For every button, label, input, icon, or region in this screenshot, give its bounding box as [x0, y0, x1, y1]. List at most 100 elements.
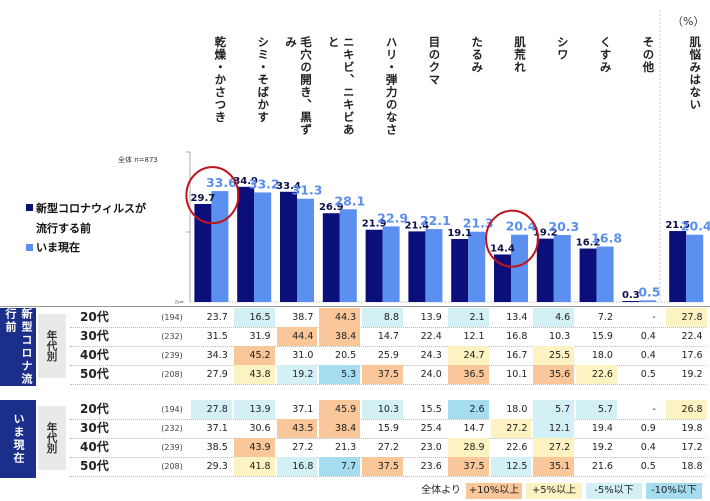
- table-cell: 35.1: [533, 457, 575, 476]
- data-label-now: 16.8: [591, 231, 622, 246]
- bar-before: [280, 191, 297, 302]
- table-cell: 27.2: [377, 442, 399, 453]
- table-cell: 27.9: [206, 369, 228, 380]
- table-cell: 0.4: [640, 442, 656, 453]
- table-cell: 35.6: [533, 365, 575, 384]
- bar-before: [237, 186, 255, 302]
- category-label: くすみ: [598, 36, 613, 74]
- table-cell: 18.0: [506, 404, 528, 415]
- data-label-before: 21.4: [405, 220, 430, 231]
- table-cell: 31.5: [206, 331, 228, 342]
- table-cell: 13.9: [233, 400, 275, 419]
- shading-legend-item: -10%以下: [646, 483, 702, 499]
- sample-size: (208): [161, 370, 183, 379]
- data-label-before: 33.4: [276, 181, 301, 192]
- table-cell: 38.7: [292, 312, 314, 323]
- table-cell: 17.6: [681, 350, 703, 361]
- table-cell: 25.4: [420, 423, 442, 434]
- category-label: その他: [641, 36, 656, 74]
- table-cell: 36.5: [447, 365, 489, 384]
- table-cell: 23.0: [420, 442, 442, 453]
- bar-before: [322, 213, 340, 302]
- data-label-before: 29.7: [191, 193, 216, 204]
- table-cell: 0.4: [640, 350, 656, 361]
- bar-now: [511, 234, 528, 302]
- table-cell: 19.4: [591, 423, 613, 434]
- table-cell: -: [652, 312, 656, 323]
- category-label: 肌荒れ: [513, 36, 527, 74]
- table-cell: 7.2: [597, 312, 613, 323]
- table-cell: 10.3: [362, 400, 403, 419]
- table-cell: 25.5: [533, 346, 575, 365]
- table-cell: 24.3: [420, 350, 442, 361]
- age-label: 20代: [80, 402, 109, 416]
- shading-legend-item: +5%以上: [526, 483, 582, 499]
- table-cell: 30.6: [249, 423, 271, 434]
- category-label: 目のクマ: [427, 36, 442, 86]
- table-cell: 26.8: [665, 400, 707, 419]
- table-cell: 27.2: [533, 438, 575, 457]
- data-label-before: 14.4: [490, 243, 515, 254]
- table-cell: 37.1: [206, 423, 228, 434]
- data-label-before: 34.9: [233, 176, 258, 187]
- table-row: [70, 308, 706, 328]
- table-cell: 21.3: [335, 442, 357, 453]
- bar-now: [382, 226, 400, 302]
- shading-legend-item: +10%以上: [466, 483, 522, 499]
- table-cell: 44.4: [276, 327, 318, 346]
- data-label-now: 22.9: [377, 210, 408, 225]
- table-cell: 2.6: [447, 400, 489, 419]
- bar-now: [254, 192, 272, 302]
- table-cell: 25.9: [377, 350, 399, 361]
- bar-before: [579, 248, 597, 302]
- table-cell: 37.5: [362, 457, 403, 476]
- data-label-now: 22.1: [420, 213, 451, 228]
- table-cell: 16.7: [506, 350, 528, 361]
- data-label-before: 0.3: [622, 290, 640, 301]
- category-label: たるみ: [470, 36, 485, 74]
- bar-now: [596, 246, 614, 302]
- bar-now: [297, 198, 314, 302]
- legend-swatch: [26, 204, 33, 211]
- bar-before: [365, 229, 383, 302]
- data-label-now: 20.4: [506, 219, 537, 234]
- data-label-now: 31.3: [292, 183, 323, 198]
- table-cell: 23.6: [420, 461, 442, 472]
- table-row: [70, 419, 706, 439]
- table-cell: 15.9: [591, 331, 613, 342]
- category-label: 毛穴の開き、黒ずみ: [284, 36, 313, 136]
- table-cell: 10.3: [549, 331, 571, 342]
- table-frame: [0, 306, 710, 479]
- data-label-before: 21.9: [362, 219, 387, 230]
- table-cell: 37.1: [292, 404, 314, 415]
- bar-before: [669, 231, 687, 302]
- table-cell: 37.5: [447, 457, 489, 476]
- table-cell: 27.8: [665, 308, 707, 327]
- table-cell: 15.9: [377, 423, 399, 434]
- section-sublabel: 年代別: [38, 314, 66, 378]
- table-cell: 27.2: [490, 419, 532, 438]
- table-cell: 23.7: [206, 312, 228, 323]
- table-cell: 19.2: [591, 442, 613, 453]
- table-cell: 18.8: [681, 461, 703, 472]
- table-cell: 0.5: [640, 369, 656, 380]
- age-label: 50代: [80, 459, 109, 473]
- category-label: シワ: [555, 36, 570, 61]
- table-cell: 19.2: [681, 369, 703, 380]
- legend-label-now: いま現在: [36, 241, 80, 254]
- table-cell: 14.7: [377, 331, 399, 342]
- table-cell: 43.5: [276, 419, 318, 438]
- age-label: 20代: [80, 310, 109, 324]
- section-sublabel: 年代別: [38, 406, 66, 470]
- table-row: [70, 365, 706, 385]
- unit-label: （%）: [672, 15, 705, 28]
- table-cell: 2.1: [447, 308, 489, 327]
- sample-size: (194): [161, 313, 183, 322]
- table-cell: 27.2: [292, 442, 314, 453]
- category-label: シミ・そばかす: [256, 36, 271, 124]
- sample-size: (239): [161, 351, 183, 360]
- data-label-now: 28.1: [334, 193, 365, 208]
- table-cell: 24.7: [447, 346, 489, 365]
- section-label: いま現在: [0, 400, 36, 478]
- table-cell: -: [652, 404, 656, 415]
